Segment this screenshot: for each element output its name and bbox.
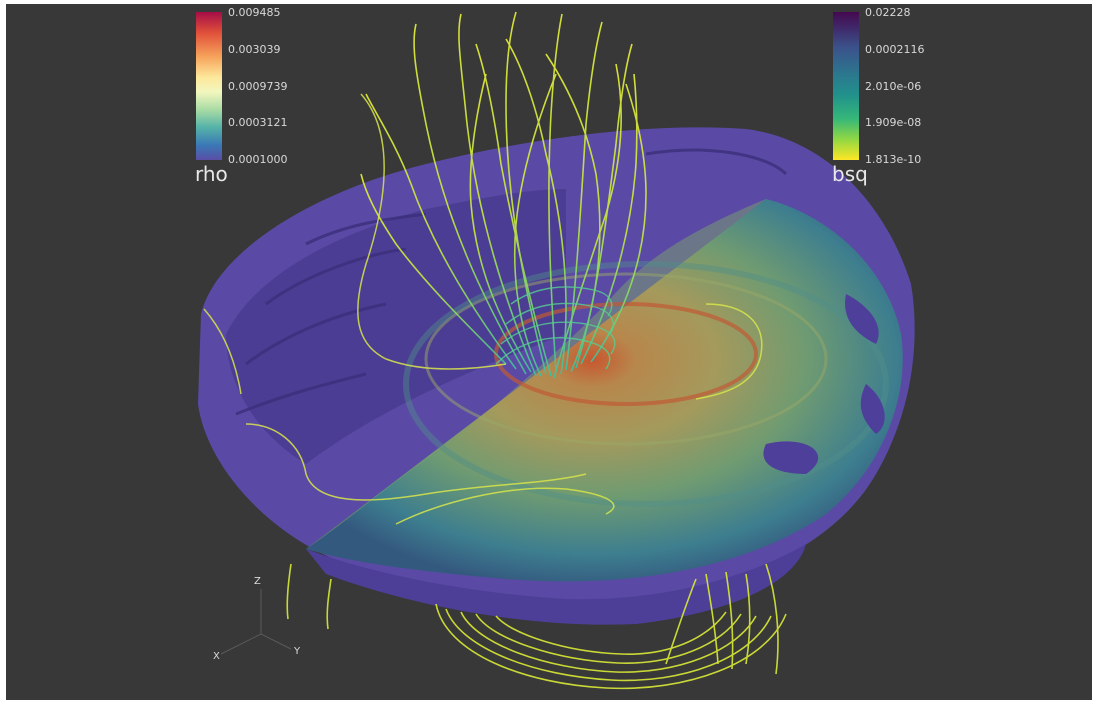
rho-tick: 0.009485 bbox=[228, 6, 281, 19]
rho-tick: 0.003039 bbox=[228, 43, 281, 56]
rho-tick: 0.0009739 bbox=[228, 80, 288, 93]
field-lines-lower bbox=[286, 563, 787, 690]
axis-y-label: Y bbox=[294, 646, 301, 657]
field-lines-jet-core bbox=[495, 286, 616, 370]
bsq-tick: 0.0002116 bbox=[865, 43, 925, 56]
orientation-axes bbox=[220, 589, 292, 655]
bsq-tick: 1.813e-10 bbox=[865, 153, 922, 166]
field-lines-surface bbox=[203, 93, 763, 525]
rho-tick: 0.0003121 bbox=[228, 116, 288, 129]
rho-tick: 0.0001000 bbox=[228, 153, 288, 166]
field-lines-jet bbox=[360, 11, 647, 379]
bsq-tick: 0.02228 bbox=[865, 6, 911, 19]
disk-rim bbox=[306, 544, 806, 625]
rho-colorbar-title: rho bbox=[195, 162, 228, 186]
bsq-tick: 2.010e-06 bbox=[865, 80, 922, 93]
axis-z-label: Z bbox=[254, 576, 261, 587]
accretion-disk-render bbox=[198, 11, 915, 690]
bsq-colorbar bbox=[833, 12, 859, 160]
axis-x-label: X bbox=[213, 651, 220, 662]
visualization-frame: 0.009485 0.003039 0.0009739 0.0003121 0.… bbox=[6, 4, 1092, 700]
rho-colorbar bbox=[196, 12, 222, 160]
bsq-colorbar-title: bsq bbox=[832, 162, 868, 186]
bsq-tick: 1.909e-08 bbox=[865, 116, 922, 129]
